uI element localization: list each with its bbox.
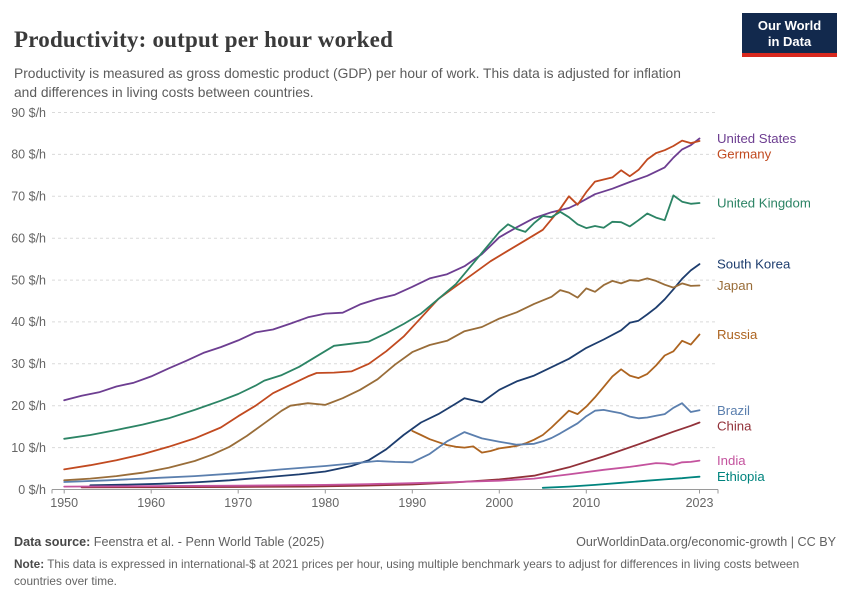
owid-link[interactable]: OurWorldinData.org/economic-growth | CC … xyxy=(576,535,836,549)
series-line-south-korea[interactable] xyxy=(89,263,701,487)
x-axis-label-1990: 1990 xyxy=(398,496,426,510)
x-axis-label-1950: 1950 xyxy=(50,496,78,510)
y-axis-label-40: 40 $/h xyxy=(11,315,46,329)
series-label-germany[interactable]: Germany xyxy=(717,147,772,162)
series-label-united-states[interactable]: United States xyxy=(717,131,797,146)
series-line-ethiopia[interactable] xyxy=(541,475,701,489)
series-line-russia[interactable] xyxy=(411,333,701,454)
series-label-india[interactable]: India xyxy=(717,453,746,468)
y-axis-label-50: 50 $/h xyxy=(11,273,46,287)
series-line-united-kingdom[interactable] xyxy=(63,194,701,440)
series-label-brazil[interactable]: Brazil xyxy=(717,403,750,418)
owid-logo-line2: in Data xyxy=(767,33,812,49)
x-axis-label-2000: 2000 xyxy=(485,496,513,510)
series-label-china[interactable]: China xyxy=(717,418,752,433)
y-axis-label-80: 80 $/h xyxy=(11,148,46,162)
series-label-russia[interactable]: Russia xyxy=(717,327,758,342)
x-axis-label-2023: 2023 xyxy=(686,496,714,510)
y-axis-label-30: 30 $/h xyxy=(11,357,46,371)
owid-logo[interactable]: Our World in Data xyxy=(742,13,837,58)
y-axis-label-90: 90 $/h xyxy=(11,106,46,120)
x-axis-label-2010: 2010 xyxy=(572,496,600,510)
page-subtitle: Productivity is measured as gross domest… xyxy=(14,65,681,100)
series-line-united-states[interactable] xyxy=(63,137,701,402)
series-label-ethiopia[interactable]: Ethiopia xyxy=(717,469,765,484)
data-source-label: Data source: xyxy=(14,535,91,549)
x-axis-label-1970: 1970 xyxy=(224,496,252,510)
page-title: Productivity: output per hour worked xyxy=(14,27,394,53)
series-label-south-korea[interactable]: South Korea xyxy=(717,257,791,272)
y-axis-label-60: 60 $/h xyxy=(11,232,46,246)
y-axis-label-20: 20 $/h xyxy=(11,399,46,413)
y-axis-label-70: 70 $/h xyxy=(11,190,46,204)
series-line-china[interactable] xyxy=(80,421,701,489)
data-source: Data source: Feenstra et al. - Penn Worl… xyxy=(14,535,325,549)
y-axis-label-10: 10 $/h xyxy=(11,441,46,455)
x-axis-label-1980: 1980 xyxy=(311,496,339,510)
chart-footer: Data source: Feenstra et al. - Penn Worl… xyxy=(14,535,836,549)
series-line-germany[interactable] xyxy=(63,139,701,471)
chart-note: Note: This data is expressed in internat… xyxy=(14,557,800,588)
owid-logo-line1: Our World xyxy=(757,18,822,33)
series-label-united-kingdom[interactable]: United Kingdom xyxy=(717,196,811,211)
series-line-brazil[interactable] xyxy=(63,402,701,483)
line-chart: 0 $/h 10 $/h 20 $/h 30 $/h 40 $/h 50 $/h 60 $/… xyxy=(11,106,811,510)
y-axis-label-0: 0 $/h xyxy=(18,483,46,497)
series-line-japan[interactable] xyxy=(63,277,701,482)
series-label-japan[interactable]: Japan xyxy=(717,278,753,293)
series-line-india[interactable] xyxy=(63,459,701,488)
x-axis-label-1960: 1960 xyxy=(137,496,165,510)
note-label: Note: xyxy=(14,557,45,571)
